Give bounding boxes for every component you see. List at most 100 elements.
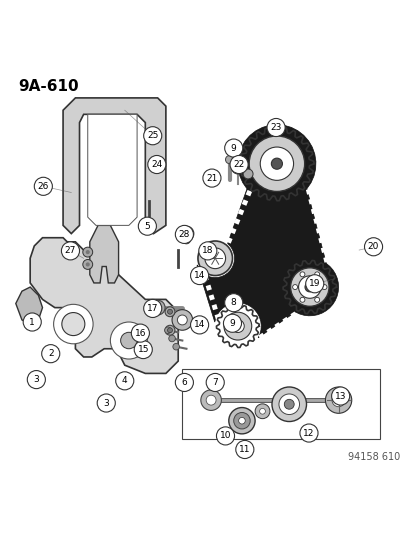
Circle shape xyxy=(167,328,172,333)
Circle shape xyxy=(331,393,344,407)
Circle shape xyxy=(190,266,208,285)
Circle shape xyxy=(254,404,269,418)
Circle shape xyxy=(299,297,304,302)
Circle shape xyxy=(304,282,314,292)
Circle shape xyxy=(143,300,161,318)
Circle shape xyxy=(34,177,52,196)
Circle shape xyxy=(27,370,45,389)
Polygon shape xyxy=(315,228,321,233)
Circle shape xyxy=(238,417,244,424)
Circle shape xyxy=(325,387,351,413)
Circle shape xyxy=(249,136,304,191)
Circle shape xyxy=(164,327,171,334)
Circle shape xyxy=(61,242,79,260)
Polygon shape xyxy=(214,314,220,320)
Polygon shape xyxy=(266,327,273,334)
Text: 13: 13 xyxy=(334,392,346,400)
Text: 25: 25 xyxy=(147,131,158,140)
Circle shape xyxy=(231,320,244,333)
Circle shape xyxy=(165,325,175,335)
Text: 7: 7 xyxy=(212,378,218,387)
Text: 17: 17 xyxy=(147,304,158,313)
Text: 9: 9 xyxy=(229,319,235,328)
Text: 9A-610: 9A-610 xyxy=(18,79,78,94)
Polygon shape xyxy=(208,294,214,301)
Circle shape xyxy=(271,387,306,422)
Circle shape xyxy=(147,156,166,174)
Text: 28: 28 xyxy=(178,230,190,239)
Polygon shape xyxy=(230,228,236,234)
Text: 26: 26 xyxy=(38,182,49,191)
Circle shape xyxy=(204,248,225,269)
Circle shape xyxy=(260,147,293,180)
Text: 23: 23 xyxy=(270,123,281,132)
Polygon shape xyxy=(63,98,166,233)
Circle shape xyxy=(223,312,251,340)
Circle shape xyxy=(120,332,137,349)
Polygon shape xyxy=(313,218,318,224)
Circle shape xyxy=(228,408,254,434)
Circle shape xyxy=(178,226,193,241)
Text: 3: 3 xyxy=(103,399,109,408)
Circle shape xyxy=(206,374,224,392)
Text: 15: 15 xyxy=(137,345,149,354)
Polygon shape xyxy=(237,209,244,215)
Circle shape xyxy=(278,394,299,415)
Polygon shape xyxy=(88,115,137,225)
Circle shape xyxy=(299,272,304,277)
Circle shape xyxy=(172,310,192,330)
Circle shape xyxy=(83,260,93,269)
Polygon shape xyxy=(258,333,264,340)
Circle shape xyxy=(23,313,41,331)
Circle shape xyxy=(143,127,161,145)
Circle shape xyxy=(224,294,242,312)
Polygon shape xyxy=(211,304,217,310)
Polygon shape xyxy=(225,237,232,244)
Polygon shape xyxy=(305,189,311,195)
Polygon shape xyxy=(318,237,323,243)
Circle shape xyxy=(190,316,208,334)
Circle shape xyxy=(165,307,175,317)
Circle shape xyxy=(83,247,93,257)
Circle shape xyxy=(197,241,232,276)
Text: 10: 10 xyxy=(219,431,231,440)
Text: 4: 4 xyxy=(122,376,127,385)
Circle shape xyxy=(177,315,187,325)
Polygon shape xyxy=(199,265,205,271)
Polygon shape xyxy=(282,317,289,324)
Circle shape xyxy=(292,285,297,289)
Circle shape xyxy=(314,297,319,302)
Circle shape xyxy=(134,341,152,359)
Polygon shape xyxy=(323,257,328,263)
Text: 3: 3 xyxy=(33,375,39,384)
Polygon shape xyxy=(233,218,240,225)
Circle shape xyxy=(231,161,243,174)
Text: 14: 14 xyxy=(193,271,205,280)
Text: 21: 21 xyxy=(206,174,217,183)
Circle shape xyxy=(271,158,282,169)
Circle shape xyxy=(62,312,85,336)
Text: 16: 16 xyxy=(134,329,146,337)
Text: 6: 6 xyxy=(181,378,187,387)
Circle shape xyxy=(131,324,149,342)
Circle shape xyxy=(363,238,382,256)
Circle shape xyxy=(110,322,147,359)
Circle shape xyxy=(225,156,233,164)
Circle shape xyxy=(290,268,328,306)
Circle shape xyxy=(150,300,165,315)
Circle shape xyxy=(284,399,294,409)
Text: 8: 8 xyxy=(230,298,236,307)
Text: 12: 12 xyxy=(303,429,314,438)
Text: 11: 11 xyxy=(238,445,250,454)
Circle shape xyxy=(85,262,90,266)
Circle shape xyxy=(175,225,193,244)
Polygon shape xyxy=(182,369,379,439)
Circle shape xyxy=(198,242,216,260)
Circle shape xyxy=(321,285,326,289)
Polygon shape xyxy=(197,125,338,338)
Circle shape xyxy=(266,118,285,136)
Text: 94158 610: 94158 610 xyxy=(347,452,399,462)
Circle shape xyxy=(182,236,190,244)
Circle shape xyxy=(305,274,323,293)
Circle shape xyxy=(54,304,93,344)
